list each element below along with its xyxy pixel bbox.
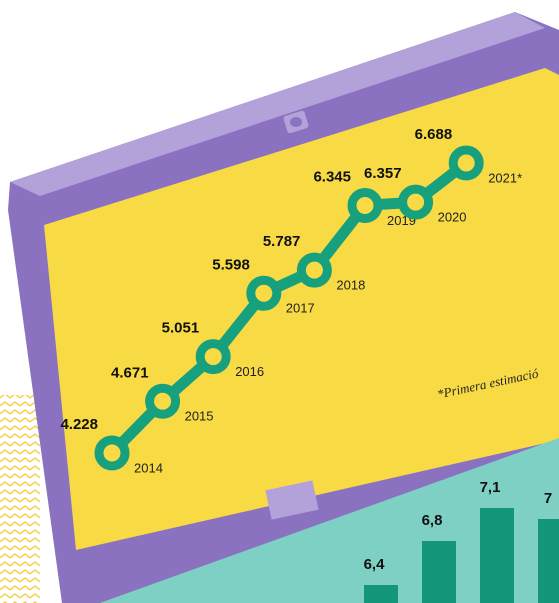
- bar-label: 6,8: [422, 512, 443, 529]
- year-label: 2017: [286, 301, 315, 316]
- value-label: 5.787: [263, 233, 301, 250]
- year-label: 2015: [185, 409, 214, 424]
- year-label: 2020: [438, 210, 467, 225]
- point: [296, 252, 332, 288]
- year-label: 2016: [235, 364, 264, 379]
- bar-label: 6,4: [364, 556, 386, 573]
- bar: [364, 585, 398, 603]
- value-label: 6.345: [313, 168, 351, 185]
- point: [448, 145, 484, 181]
- point: [246, 275, 282, 311]
- tablet-top: [10, 12, 545, 196]
- bar: [422, 541, 456, 603]
- year-label: 2018: [336, 278, 365, 293]
- value-label: 4.671: [111, 364, 149, 381]
- value-label: 6.688: [415, 126, 453, 143]
- point: [347, 187, 383, 223]
- camera-lens: [290, 117, 302, 127]
- point: [398, 184, 434, 220]
- value-label: 6.357: [364, 165, 402, 182]
- point: [195, 339, 231, 375]
- value-label: 5.598: [212, 256, 250, 273]
- bar-label: 7: [544, 490, 552, 507]
- year-label: 2014: [134, 460, 163, 475]
- value-label: 4.228: [60, 416, 98, 433]
- zigzag-decoration: [0, 395, 40, 603]
- bar-chart: 6,4 6,8 7,1 7: [364, 479, 559, 603]
- bar: [480, 508, 514, 603]
- value-label: 5.051: [162, 320, 200, 337]
- point: [94, 435, 130, 471]
- home-button: [265, 480, 319, 520]
- bar: [538, 519, 559, 603]
- bar-label: 7,1: [480, 479, 501, 496]
- line-chart: 4.228 2014 4.671 2015 5.051 2016 5.598 2017 5.78…: [60, 126, 522, 475]
- point: [145, 383, 181, 419]
- year-label: 2021*: [488, 170, 522, 185]
